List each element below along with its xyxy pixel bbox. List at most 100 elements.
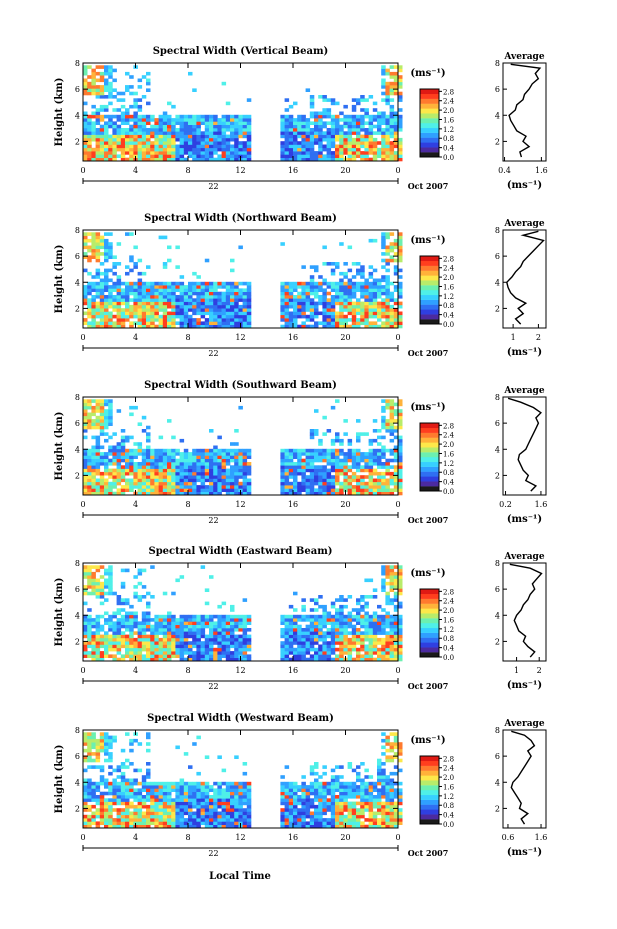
heatmap-cell — [91, 471, 96, 476]
heatmap-cell — [377, 624, 382, 629]
heatmap-cell — [108, 491, 113, 496]
heatmap-cell — [95, 448, 101, 453]
heatmap-cell — [385, 818, 390, 822]
heatmap-cell — [188, 651, 193, 655]
heatmap-cell — [385, 291, 390, 296]
heatmap-cell — [360, 271, 365, 276]
heatmap-cell — [318, 285, 323, 289]
heatmap-cell — [133, 475, 138, 479]
heatmap-cell — [393, 591, 399, 596]
heatmap-cell — [125, 628, 130, 632]
heatmap-cell — [314, 634, 319, 639]
heatmap-cell — [389, 157, 395, 162]
heatmap-cell — [351, 291, 357, 296]
colorbar-swatch — [420, 285, 439, 291]
heatmap-cell — [288, 488, 294, 492]
heatmap-cell — [95, 637, 101, 642]
heatmap-cell — [104, 252, 109, 256]
heatmap-cell — [188, 478, 193, 483]
heatmap-cell — [125, 118, 130, 122]
heatmap-cell — [372, 478, 378, 483]
heatmap-cell — [125, 455, 130, 459]
heatmap-cell — [112, 478, 117, 483]
heatmap-cell — [87, 422, 92, 426]
heatmap-cell — [87, 628, 92, 632]
heatmap-cell — [230, 151, 235, 155]
heatmap-cell — [230, 641, 235, 645]
heatmap-cell — [225, 811, 231, 816]
heatmap-cell — [209, 475, 214, 479]
heatmap-cell — [120, 141, 126, 145]
heatmap-cell — [108, 291, 113, 296]
heatmap-cell — [129, 298, 134, 302]
heatmap-cell — [209, 288, 214, 292]
heatmap-cell — [112, 634, 117, 639]
heatmap-cell — [318, 298, 323, 302]
heatmap-cell — [162, 452, 168, 456]
heatmap-cell — [129, 814, 134, 819]
heatmap-cell — [200, 285, 206, 289]
heatmap-cell — [133, 611, 138, 616]
heatmap-cell — [141, 621, 147, 625]
heatmap-cell — [217, 321, 222, 325]
heatmap-cell — [305, 124, 311, 129]
heatmap-cell — [297, 144, 302, 149]
heatmap-cell — [356, 654, 361, 658]
heatmap-cell — [301, 291, 306, 296]
heatmap-cell — [209, 462, 214, 466]
heatmap-cell — [360, 614, 365, 619]
heatmap-cell — [309, 821, 315, 825]
heatmap-cell — [213, 128, 218, 132]
heatmap-cell — [200, 624, 206, 629]
heatmap-cell — [99, 118, 105, 122]
heatmap-cell — [314, 657, 319, 662]
heatmap-cell — [288, 624, 294, 629]
heatmap-cell — [309, 301, 315, 306]
heatmap-cell — [385, 405, 390, 410]
heatmap-cell — [221, 281, 227, 286]
heatmap-cell — [192, 462, 197, 466]
heatmap-cell — [393, 814, 399, 819]
heatmap-cell — [393, 78, 399, 83]
heatmap-cell — [398, 157, 403, 162]
heatmap-cell — [335, 641, 340, 645]
heatmap-cell — [183, 485, 189, 489]
heatmap-cell — [175, 314, 180, 319]
heatmap-cell — [150, 452, 155, 456]
heatmap-cell — [288, 604, 294, 609]
heatmap-cell — [133, 291, 138, 296]
heatmap-cell — [104, 157, 109, 162]
heatmap-cell — [297, 308, 302, 312]
heatmap-cell — [364, 468, 369, 473]
heatmap-cell — [305, 295, 311, 299]
heatmap-cell — [116, 818, 122, 822]
heatmap-cell — [167, 458, 172, 463]
heatmap-cell — [154, 614, 159, 619]
heatmap-cell — [99, 65, 105, 69]
heatmap-cell — [381, 311, 386, 316]
colorbar-unit: (ms⁻¹) — [410, 235, 445, 246]
heatmap-cell — [99, 131, 105, 135]
heatmap-cell — [83, 85, 88, 89]
heatmap-cell — [192, 818, 197, 822]
heatmap-cell — [83, 402, 88, 407]
heatmap-cell — [188, 321, 193, 325]
heatmap-cell — [393, 631, 399, 635]
heatmap-cell — [188, 644, 193, 649]
heatmap-cell — [351, 637, 357, 642]
heatmap-cell — [393, 598, 399, 602]
heatmap-cell — [318, 478, 323, 483]
heatmap-cell — [188, 631, 193, 635]
heatmap-cell — [398, 238, 403, 243]
heatmap-cell — [385, 151, 390, 155]
heatmap-cell — [129, 654, 134, 658]
heatmap-cell — [322, 611, 327, 616]
heatmap-cell — [309, 111, 315, 116]
heatmap-cell — [146, 432, 151, 436]
heatmap-cell — [141, 475, 147, 479]
y-tick-label: 4 — [75, 278, 80, 287]
heatmap-cell — [343, 262, 348, 266]
heatmap-cell — [221, 644, 227, 649]
heatmap-cell — [347, 651, 353, 655]
heatmap-cell — [137, 285, 143, 289]
